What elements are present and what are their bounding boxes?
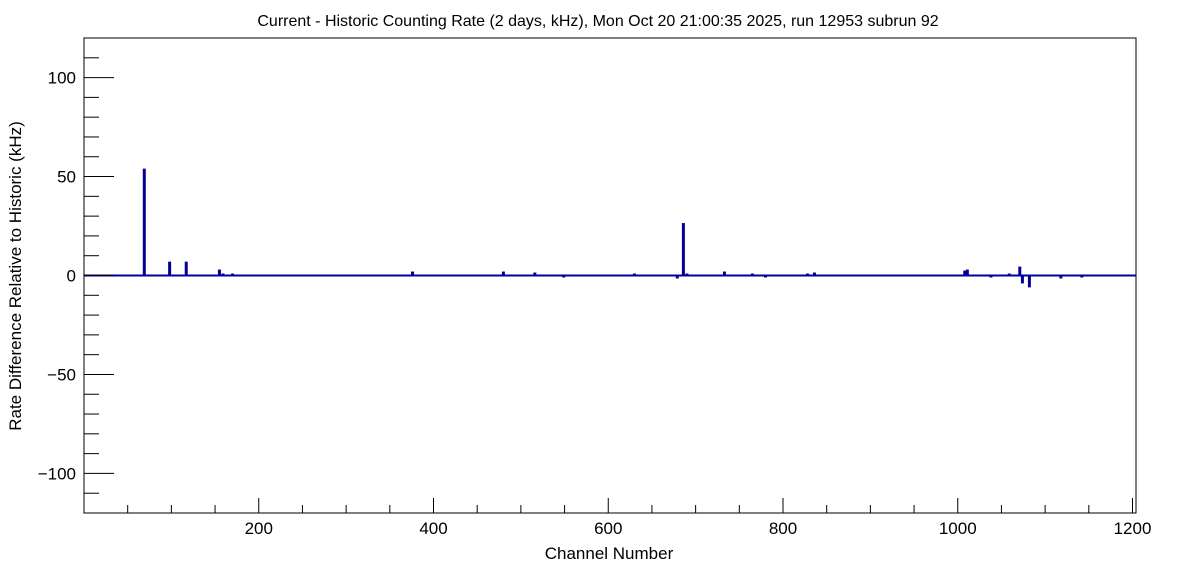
x-tick-label: 800 <box>769 519 797 538</box>
bar-channel-98 <box>168 261 172 276</box>
data-bars <box>142 168 1084 288</box>
x-tick-label: 200 <box>245 519 273 538</box>
y-axis-label: Rate Difference Relative to Historic (kH… <box>6 121 25 431</box>
bar-channel-1082 <box>1027 275 1031 288</box>
bar-channel-1008 <box>963 270 967 276</box>
bar-channel-1074 <box>1020 275 1024 284</box>
bar-channel-155 <box>217 269 221 276</box>
bar-channel-1071 <box>1018 266 1022 276</box>
bar-channel-1118 <box>1059 275 1063 279</box>
x-tick-label: 600 <box>594 519 622 538</box>
y-tick-label: −100 <box>38 464 76 483</box>
bar-channel-117 <box>184 261 188 276</box>
y-tick-label: 0 <box>67 267 76 286</box>
x-axis-ticks: 200 400 600 800 1000 1200 <box>127 498 1152 538</box>
y-tick-label: −50 <box>47 365 76 384</box>
y-tick-label: 100 <box>48 69 76 88</box>
bar-channel-516 <box>533 272 537 276</box>
x-tick-label: 400 <box>419 519 447 538</box>
bar-channel-69 <box>142 168 146 276</box>
bar-channel-733 <box>722 271 726 276</box>
bar-channel-1011 <box>965 269 969 276</box>
x-tick-label: 1200 <box>1114 519 1152 538</box>
bar-channel-836 <box>812 272 816 276</box>
bar-channel-686 <box>681 223 685 276</box>
bar-channel-480 <box>501 271 505 276</box>
x-axis-label: Channel Number <box>545 544 674 563</box>
bar-channel-679 <box>675 275 679 279</box>
y-axis-ticks: −100 −50 0 50 100 <box>38 57 114 494</box>
chart-title: Current - Historic Counting Rate (2 days… <box>257 13 938 30</box>
x-tick-label: 1000 <box>939 519 977 538</box>
bar-channel-376 <box>411 271 415 276</box>
y-tick-label: 50 <box>57 168 76 187</box>
